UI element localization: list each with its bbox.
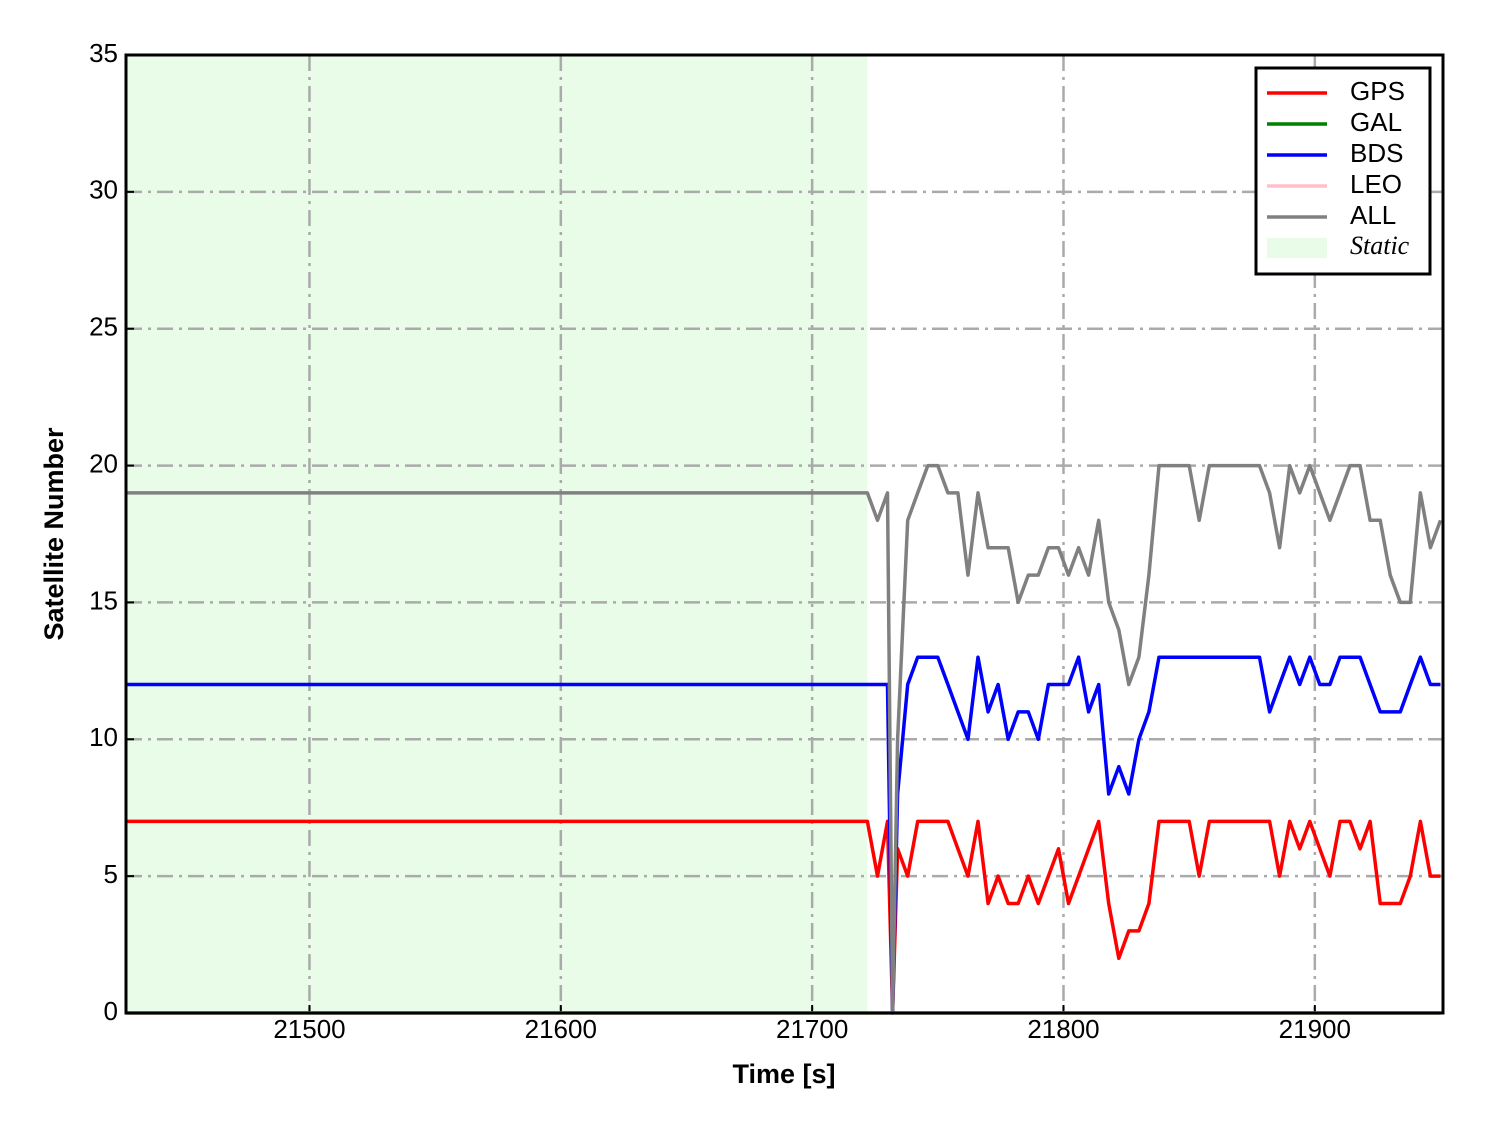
y-axis-title: Satellite Number [39, 427, 69, 641]
legend-label: GAL [1350, 107, 1402, 137]
y-tick-label: 20 [89, 448, 118, 478]
x-tick-label: 21900 [1279, 1014, 1351, 1044]
legend-label: ALL [1350, 200, 1396, 230]
x-tick-label: 21600 [525, 1014, 597, 1044]
x-tick-label: 21500 [273, 1014, 345, 1044]
series-line [126, 655, 1441, 1015]
legend-label: Static [1350, 231, 1410, 260]
series-line [126, 463, 1443, 1015]
plot-frame [124, 53, 1445, 1015]
x-axis-title: Time [s] [732, 1059, 835, 1089]
y-tick-label: 15 [89, 585, 118, 615]
static-span [126, 55, 868, 1013]
x-tick-label: 21700 [776, 1014, 848, 1044]
y-tick-label: 25 [89, 312, 118, 342]
legend-label: GPS [1350, 76, 1405, 106]
y-tick-label: 0 [104, 996, 118, 1026]
y-tick-label: 30 [89, 175, 118, 205]
y-tick-label: 5 [104, 859, 118, 889]
x-tick-label: 21800 [1027, 1014, 1099, 1044]
series-line [126, 819, 1441, 1015]
y-tick-label: 35 [89, 38, 118, 68]
y-tick-label: 10 [89, 722, 118, 752]
legend-label: BDS [1350, 138, 1403, 168]
legend-swatch [1267, 238, 1327, 258]
legend-label: LEO [1350, 169, 1402, 199]
